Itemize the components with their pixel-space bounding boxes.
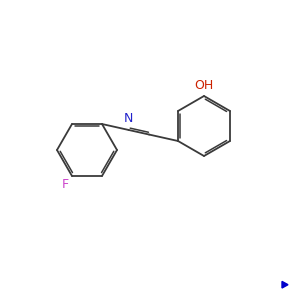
Polygon shape <box>282 281 288 288</box>
Text: N: N <box>124 112 133 124</box>
Text: OH: OH <box>194 80 214 92</box>
Text: F: F <box>62 178 69 191</box>
